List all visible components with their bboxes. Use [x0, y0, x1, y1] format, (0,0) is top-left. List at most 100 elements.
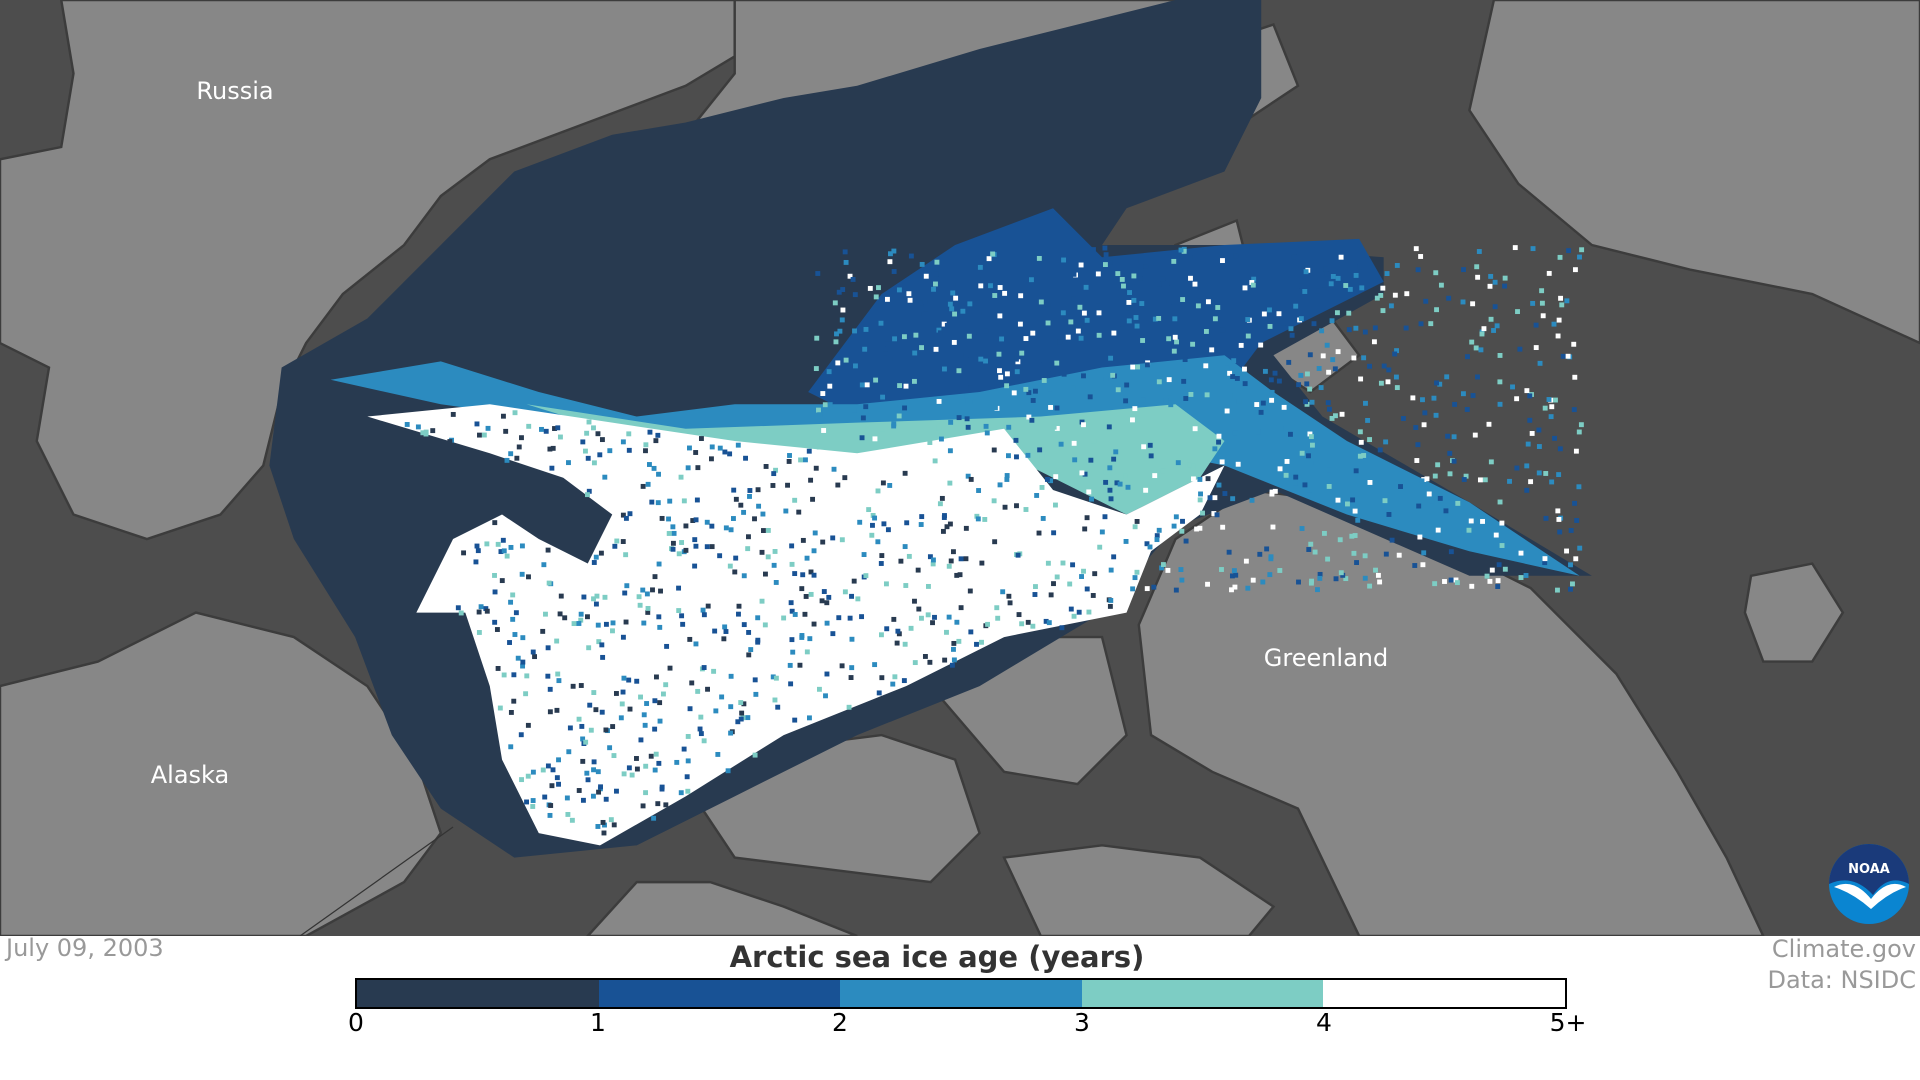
ice-speckle — [1163, 398, 1169, 404]
ice-speckle — [831, 466, 837, 472]
ice-speckle — [788, 681, 794, 687]
ice-speckle — [1036, 530, 1042, 536]
ice-speckle — [642, 722, 648, 728]
ice-speckle — [1057, 339, 1063, 345]
ice-speckle — [1497, 379, 1503, 385]
ice-speckle — [800, 537, 806, 543]
ice-speckle — [859, 614, 865, 620]
ice-speckle — [1530, 246, 1536, 252]
ice-speckle — [687, 706, 693, 712]
ice-speckle — [1478, 347, 1484, 353]
ice-speckle — [1220, 327, 1226, 333]
ice-speckle — [953, 295, 959, 301]
ice-speckle — [1108, 598, 1114, 603]
ice-speckle — [824, 600, 830, 606]
ice-speckle — [1559, 302, 1565, 308]
ice-speckle — [789, 543, 795, 549]
ice-speckle — [944, 322, 950, 328]
ice-speckle — [951, 339, 957, 345]
ice-speckle — [951, 646, 956, 652]
ice-speckle — [492, 589, 498, 595]
ice-speckle — [580, 758, 586, 764]
ice-speckle — [1311, 321, 1317, 327]
ice-speckle — [713, 708, 719, 714]
ice-speckle — [875, 488, 881, 494]
ice-speckle — [1524, 463, 1530, 469]
ice-speckle — [728, 730, 734, 736]
ice-speckle — [1497, 499, 1503, 505]
ice-speckle — [1299, 450, 1305, 456]
ice-speckle — [550, 767, 556, 773]
ice-speckle — [520, 663, 526, 669]
ice-speckle — [1343, 576, 1349, 582]
ice-speckle — [902, 641, 908, 647]
ice-speckle — [1096, 332, 1102, 338]
ice-speckle — [473, 559, 479, 565]
ice-speckle — [634, 756, 639, 761]
ice-speckle — [1298, 316, 1304, 322]
ice-speckle — [1187, 255, 1193, 261]
ice-speckle — [808, 591, 814, 597]
ice-speckle — [1577, 545, 1583, 551]
ice-speckle — [1216, 482, 1222, 488]
ice-speckle — [1325, 400, 1331, 406]
ice-speckle — [1515, 309, 1520, 315]
ice-speckle — [1214, 512, 1220, 518]
ice-speckle — [1089, 496, 1094, 502]
ice-speckle — [1362, 575, 1368, 581]
ice-speckle — [752, 752, 758, 758]
ice-speckle — [826, 594, 832, 600]
ice-speckle — [789, 561, 795, 567]
ice-speckle — [1313, 460, 1319, 466]
ice-speckle — [869, 532, 875, 538]
boundary-line — [299, 826, 454, 936]
ice-speckle — [1347, 286, 1353, 292]
ice-speckle — [1172, 316, 1178, 322]
ice-speckle — [593, 554, 599, 560]
ice-speckle — [1394, 385, 1400, 391]
ice-speckle — [1092, 571, 1098, 577]
ice-speckle — [880, 480, 886, 486]
ice-speckle — [626, 431, 632, 437]
ice-speckle — [772, 549, 778, 554]
ice-speckle — [1226, 549, 1232, 555]
ice-speckle — [1536, 470, 1542, 476]
ice-speckle — [1474, 264, 1480, 270]
ice-speckle — [1354, 560, 1360, 566]
ice-speckle — [1447, 471, 1453, 477]
ice-speckle — [1022, 333, 1027, 339]
ice-speckle — [1499, 543, 1505, 548]
ice-speckle — [549, 783, 555, 789]
ice-speckle — [709, 523, 715, 529]
ice-speckle — [1081, 310, 1087, 316]
ice-speckle — [1351, 550, 1357, 556]
ice-speckle — [1329, 318, 1335, 324]
ice-speckle — [611, 822, 617, 828]
ice-speckle — [804, 649, 810, 655]
ice-speckle — [773, 467, 779, 473]
ice-speckle — [1019, 621, 1025, 627]
ice-speckle — [540, 628, 546, 634]
land-scandinavia — [1468, 0, 1920, 345]
ice-speckle — [861, 552, 867, 557]
ice-speckle — [1190, 463, 1196, 469]
ice-speckle — [644, 591, 650, 597]
sea-ice-map — [0, 0, 1920, 936]
ice-speckle — [1317, 575, 1323, 581]
ice-speckle — [1568, 528, 1574, 533]
ice-speckle — [634, 678, 640, 684]
ice-speckle — [1269, 389, 1275, 395]
ice-speckle — [477, 432, 482, 438]
ice-speckle — [652, 698, 658, 704]
ice-speckle — [1377, 579, 1383, 585]
ice-speckle — [1352, 508, 1358, 514]
ice-speckle — [1015, 552, 1021, 558]
ice-speckle — [656, 561, 662, 567]
ice-speckle — [797, 662, 803, 668]
ice-speckle — [1432, 473, 1438, 479]
ice-speckle — [667, 498, 673, 504]
ice-speckle — [792, 497, 798, 503]
ice-speckle — [1031, 260, 1037, 265]
ice-speckle — [1386, 512, 1392, 517]
ice-speckle — [1175, 460, 1181, 466]
